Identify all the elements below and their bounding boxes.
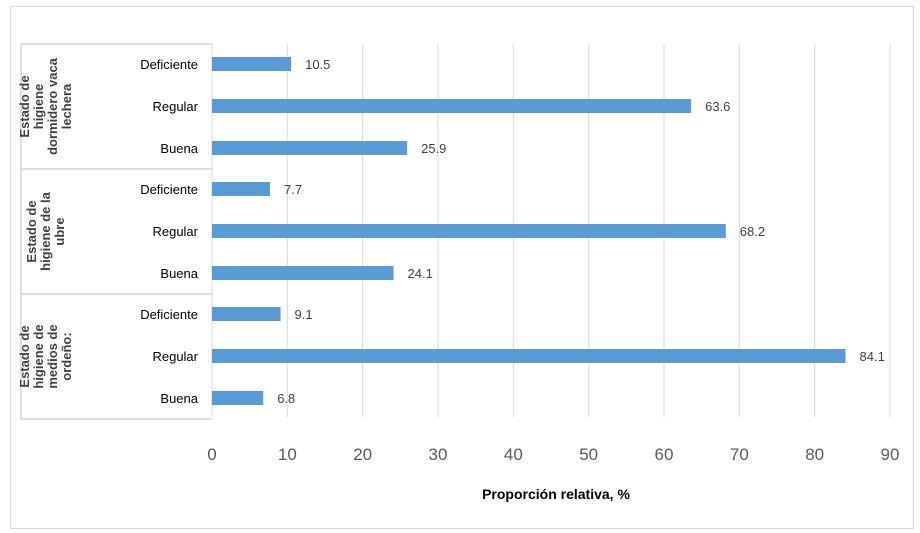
group-label-line: dormidero vaca xyxy=(45,57,60,155)
group-label-line: ubre xyxy=(52,217,67,245)
x-tick-label: 60 xyxy=(655,445,674,464)
group-label-line: Estado de xyxy=(24,200,39,262)
group-label-line: higiene de xyxy=(31,324,46,388)
category-groups: Estado dehigienedormidero vacalecheraEst… xyxy=(17,43,212,420)
bar xyxy=(212,57,292,71)
x-tick-label: 50 xyxy=(579,445,598,464)
category-label: Deficiente xyxy=(140,182,198,197)
x-tick-label: 40 xyxy=(504,445,523,464)
x-tick-label: 90 xyxy=(881,445,900,464)
bar xyxy=(212,349,846,363)
category-label: Buena xyxy=(160,266,198,281)
chart-frame: Estado dehigienedormidero vacalechera Est… xyxy=(10,6,914,529)
data-label: 68.2 xyxy=(740,224,765,239)
x-tick-label: 10 xyxy=(278,445,297,464)
bars: Deficiente 10.5 Regular 63.6 Buena 25.9 Defici… xyxy=(140,57,885,406)
bar xyxy=(212,266,394,280)
data-label: 6.8 xyxy=(277,391,295,406)
bar xyxy=(212,182,271,196)
category-label: Buena xyxy=(160,141,198,156)
bar xyxy=(212,141,408,155)
category-label: Regular xyxy=(152,224,198,239)
bar xyxy=(212,224,726,238)
group-label: Estado dehigiene de laubre xyxy=(24,191,67,271)
x-tick-label: 0 xyxy=(207,445,216,464)
data-label: 25.9 xyxy=(421,141,446,156)
group-label-line: Estado de xyxy=(17,75,32,137)
group-label-line: ordeño: xyxy=(59,332,74,380)
bar xyxy=(212,307,281,321)
data-label: 7.7 xyxy=(284,182,302,197)
x-tick-label: 20 xyxy=(353,445,372,464)
category-label: Regular xyxy=(152,349,198,364)
data-label: 10.5 xyxy=(305,57,330,72)
category-label: Buena xyxy=(160,391,198,406)
group-label-line: lechera xyxy=(59,83,74,129)
x-tick-label: 30 xyxy=(429,445,448,464)
data-label: 9.1 xyxy=(295,307,313,322)
group-label-line: Estado de xyxy=(17,325,32,387)
group-label-line: medios de xyxy=(45,324,60,388)
bar xyxy=(212,391,264,405)
x-axis-ticks: 0 10 20 30 40 50 60 70 80 90 xyxy=(207,445,899,464)
bar xyxy=(212,99,692,113)
data-label: 24.1 xyxy=(408,266,433,281)
chart-svg: Estado dehigienedormidero vacalecheraEst… xyxy=(17,43,899,502)
category-label: Deficiente xyxy=(140,307,198,322)
group-label-line: higiene xyxy=(31,84,46,130)
data-label: 84.1 xyxy=(860,349,885,364)
category-label: Deficiente xyxy=(140,57,198,72)
category-label: Regular xyxy=(152,99,198,114)
group-label: Estado dehigienedormidero vacalechera xyxy=(17,57,74,155)
x-tick-label: 80 xyxy=(805,445,824,464)
data-label: 63.6 xyxy=(705,99,730,114)
group-label-line: higiene de la xyxy=(38,191,53,271)
group-label: Estado dehigiene demedios deordeño: xyxy=(17,324,74,388)
x-tick-label: 70 xyxy=(730,445,749,464)
x-axis-title: Proporción relativa, % xyxy=(482,486,630,502)
